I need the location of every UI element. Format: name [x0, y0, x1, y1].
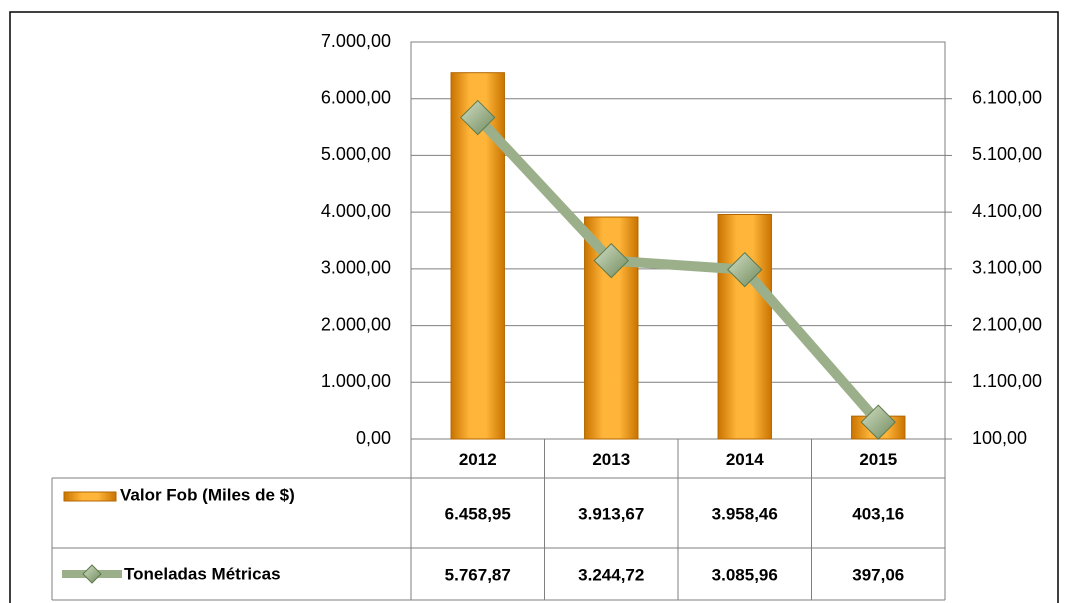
- x-tick-label: 2012: [459, 450, 497, 469]
- y-tick-label: 1.000,00: [321, 371, 391, 391]
- table-value: 397,06: [852, 565, 904, 584]
- x-tick-label: 2014: [726, 450, 764, 469]
- y-tick-label: 5.000,00: [321, 144, 391, 164]
- table-value: 6.458,95: [445, 504, 511, 523]
- table-value: 3.085,96: [712, 565, 778, 584]
- table-value: 5.767,87: [445, 565, 511, 584]
- y2-tick-label: 2.100,00: [972, 314, 1042, 334]
- chart-border: [9, 11, 1059, 603]
- x-tick-label: 2013: [592, 450, 630, 469]
- y-tick-label: 2.000,00: [321, 314, 391, 334]
- y2-tick-label: 1.100,00: [972, 371, 1042, 391]
- y-tick-label: 0,00: [356, 428, 391, 448]
- legend-label: Toneladas Métricas: [124, 564, 281, 583]
- table-value: 3.913,67: [578, 504, 644, 523]
- bar: [717, 213, 772, 440]
- y2-tick-label: 6.100,00: [972, 87, 1042, 107]
- table-value: 403,16: [852, 504, 904, 523]
- y-tick-label: 4.000,00: [321, 201, 391, 221]
- y-tick-label: 7.000,00: [321, 31, 391, 51]
- legend-key: [63, 491, 117, 502]
- marker: [860, 404, 896, 440]
- y2-tick-label: 4.100,00: [972, 201, 1042, 221]
- line: [474, 114, 883, 426]
- y2-tick-label: 3.100,00: [972, 258, 1042, 278]
- marker: [460, 99, 496, 136]
- y-tick-label: 3.000,00: [321, 258, 391, 278]
- marker: [727, 251, 763, 288]
- y2-tick-label: 5.100,00: [972, 144, 1042, 164]
- marker: [593, 242, 629, 279]
- x-tick-label: 2015: [859, 450, 897, 469]
- table-value: 3.958,46: [712, 504, 778, 523]
- table-value: 3.244,72: [578, 565, 644, 584]
- y2-tick-label: 100,00: [972, 428, 1027, 448]
- bar: [584, 216, 639, 440]
- legend-label: Valor Fob (Miles de $): [120, 485, 295, 504]
- legend-key: [82, 564, 102, 584]
- y-tick-label: 6.000,00: [321, 87, 391, 107]
